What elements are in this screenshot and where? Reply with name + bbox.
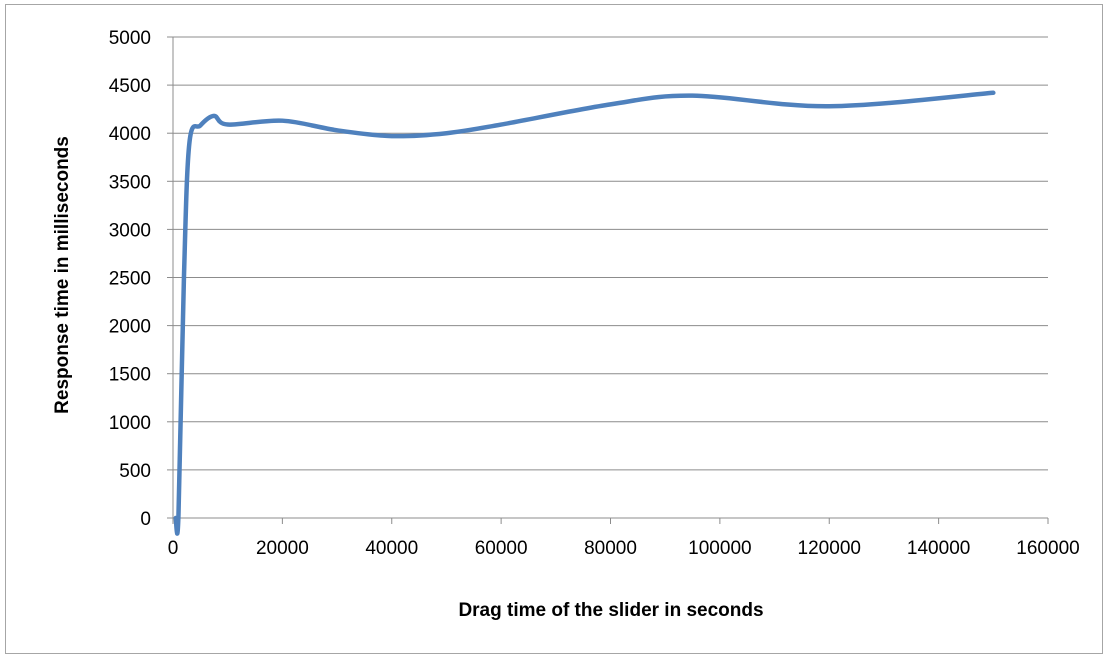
x-tick-label: 120000 (798, 538, 861, 559)
y-axis-title: Response time in milliseconds (52, 136, 73, 414)
x-tick-label: 20000 (256, 538, 309, 559)
x-axis-title: Drag time of the slider in seconds (458, 600, 763, 621)
x-tick-label: 140000 (907, 538, 970, 559)
y-tick-label: 5000 (109, 28, 151, 49)
y-tick-label: 4500 (109, 76, 151, 97)
series-line-0 (173, 90, 996, 536)
line-chart: 0 500 1000 1500 2000 2500 3000 3500 4000 4500 5000… (52, 28, 1080, 621)
chart-frame: 0 500 1000 1500 2000 2500 3000 3500 4000 4500 5000… (5, 4, 1103, 654)
x-tick-label: 40000 (365, 538, 418, 559)
x-tick-label: 100000 (688, 538, 751, 559)
x-tick-label: 160000 (1016, 538, 1079, 559)
y-tick-label: 1000 (109, 413, 151, 434)
axis-layer (167, 36, 1049, 524)
y-tick-label: 0 (140, 509, 151, 530)
y-tick-label: 3500 (109, 172, 151, 193)
y-tick-label: 2000 (109, 317, 151, 338)
y-tick-label: 2500 (109, 269, 151, 290)
x-tick-label: 60000 (475, 538, 528, 559)
series-layer (173, 90, 996, 536)
grid-layer (173, 36, 1048, 471)
x-tick-label: 80000 (584, 538, 637, 559)
tick-label-layer: 0 500 1000 1500 2000 2500 3000 3500 4000 4500 5000… (109, 28, 1080, 559)
x-tick-label: 0 (168, 538, 179, 559)
y-tick-label: 4000 (109, 124, 151, 145)
y-tick-label: 1500 (109, 365, 151, 386)
y-tick-label: 3000 (109, 220, 151, 241)
y-tick-label: 500 (119, 461, 151, 482)
